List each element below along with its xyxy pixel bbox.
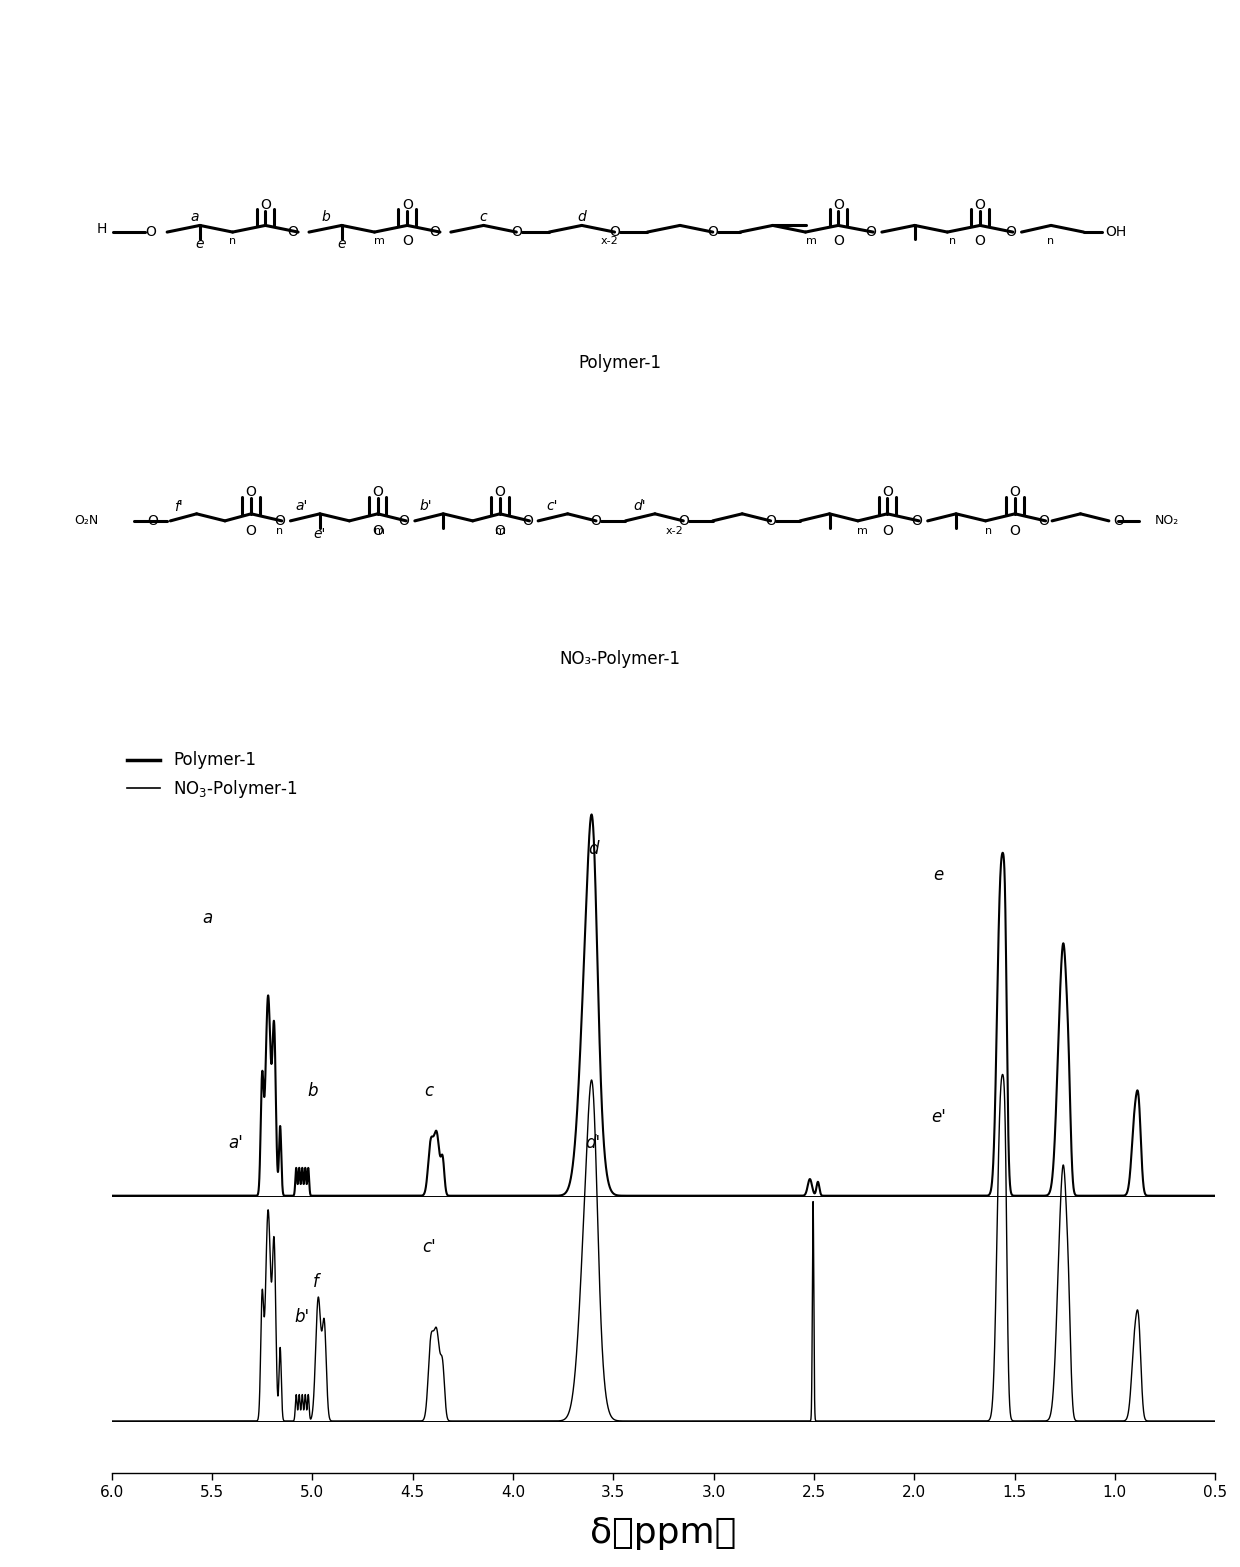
Text: x-2: x-2 <box>666 527 683 536</box>
Text: c: c <box>480 210 487 224</box>
Text: e: e <box>934 867 944 884</box>
Text: e: e <box>337 237 346 251</box>
Text: n: n <box>277 527 283 536</box>
Text: b: b <box>321 210 330 224</box>
Text: m: m <box>374 237 386 246</box>
Text: c: c <box>424 1083 433 1100</box>
Text: f': f' <box>174 500 182 514</box>
Text: e': e' <box>931 1108 946 1127</box>
Text: O: O <box>833 235 843 249</box>
Text: a': a' <box>295 500 308 514</box>
Text: O: O <box>522 514 533 528</box>
Text: O: O <box>372 523 383 537</box>
Legend: Polymer-1, NO$_3$-Polymer-1: Polymer-1, NO$_3$-Polymer-1 <box>120 744 305 807</box>
X-axis label: δ（ppm）: δ（ppm） <box>590 1517 737 1550</box>
Text: d': d' <box>634 500 646 514</box>
Text: O: O <box>1038 514 1049 528</box>
Text: O: O <box>429 226 440 240</box>
Text: e: e <box>196 237 205 251</box>
Text: O: O <box>975 235 986 249</box>
Text: O: O <box>402 197 413 212</box>
Text: O: O <box>975 197 986 212</box>
Text: m: m <box>806 237 816 246</box>
Text: O: O <box>1006 226 1016 240</box>
Text: O: O <box>148 514 159 528</box>
Text: O: O <box>590 514 601 528</box>
Text: O: O <box>260 197 270 212</box>
Text: a: a <box>190 210 198 224</box>
Text: O: O <box>609 226 620 240</box>
Text: O: O <box>246 523 257 537</box>
Text: O: O <box>1009 486 1021 500</box>
Text: O: O <box>833 197 843 212</box>
Text: b: b <box>308 1083 317 1100</box>
Text: O: O <box>911 514 923 528</box>
Text: O: O <box>145 226 156 240</box>
Text: a: a <box>203 909 213 928</box>
Text: O: O <box>1114 514 1125 528</box>
Text: O: O <box>246 486 257 500</box>
Text: m: m <box>857 527 868 536</box>
Text: O: O <box>882 486 893 500</box>
Text: d: d <box>588 840 599 857</box>
Text: O: O <box>402 235 413 249</box>
Text: H: H <box>97 223 107 237</box>
Text: c': c' <box>547 500 558 514</box>
Text: OH: OH <box>1106 226 1127 240</box>
Text: a': a' <box>228 1135 243 1152</box>
Text: d: d <box>578 210 587 224</box>
Text: Polymer-1: Polymer-1 <box>579 354 661 371</box>
Text: b': b' <box>295 1308 310 1326</box>
Text: n: n <box>950 237 956 246</box>
Text: O: O <box>288 226 298 240</box>
Text: NO₂: NO₂ <box>1154 514 1179 528</box>
Text: O: O <box>882 523 893 537</box>
Text: O: O <box>495 486 506 500</box>
Text: NO₃-Polymer-1: NO₃-Polymer-1 <box>559 650 681 668</box>
Text: x-2: x-2 <box>600 237 618 246</box>
Text: O: O <box>372 486 383 500</box>
Text: m: m <box>495 527 506 536</box>
Text: O: O <box>274 514 285 528</box>
Text: n: n <box>986 527 992 536</box>
Text: c': c' <box>422 1238 435 1257</box>
Text: O: O <box>398 514 409 528</box>
Text: O: O <box>1009 523 1021 537</box>
Text: b': b' <box>419 500 432 514</box>
Text: m: m <box>374 527 386 536</box>
Text: O: O <box>678 514 688 528</box>
Text: O: O <box>511 226 522 240</box>
Text: O: O <box>707 226 718 240</box>
Text: n: n <box>229 237 236 246</box>
Text: O: O <box>866 226 877 240</box>
Text: d': d' <box>585 1135 600 1152</box>
Text: O: O <box>495 523 506 537</box>
Text: O₂N: O₂N <box>74 514 99 528</box>
Text: n: n <box>1048 237 1054 246</box>
Text: e': e' <box>314 528 326 542</box>
Text: f: f <box>314 1272 319 1291</box>
Text: O: O <box>765 514 776 528</box>
